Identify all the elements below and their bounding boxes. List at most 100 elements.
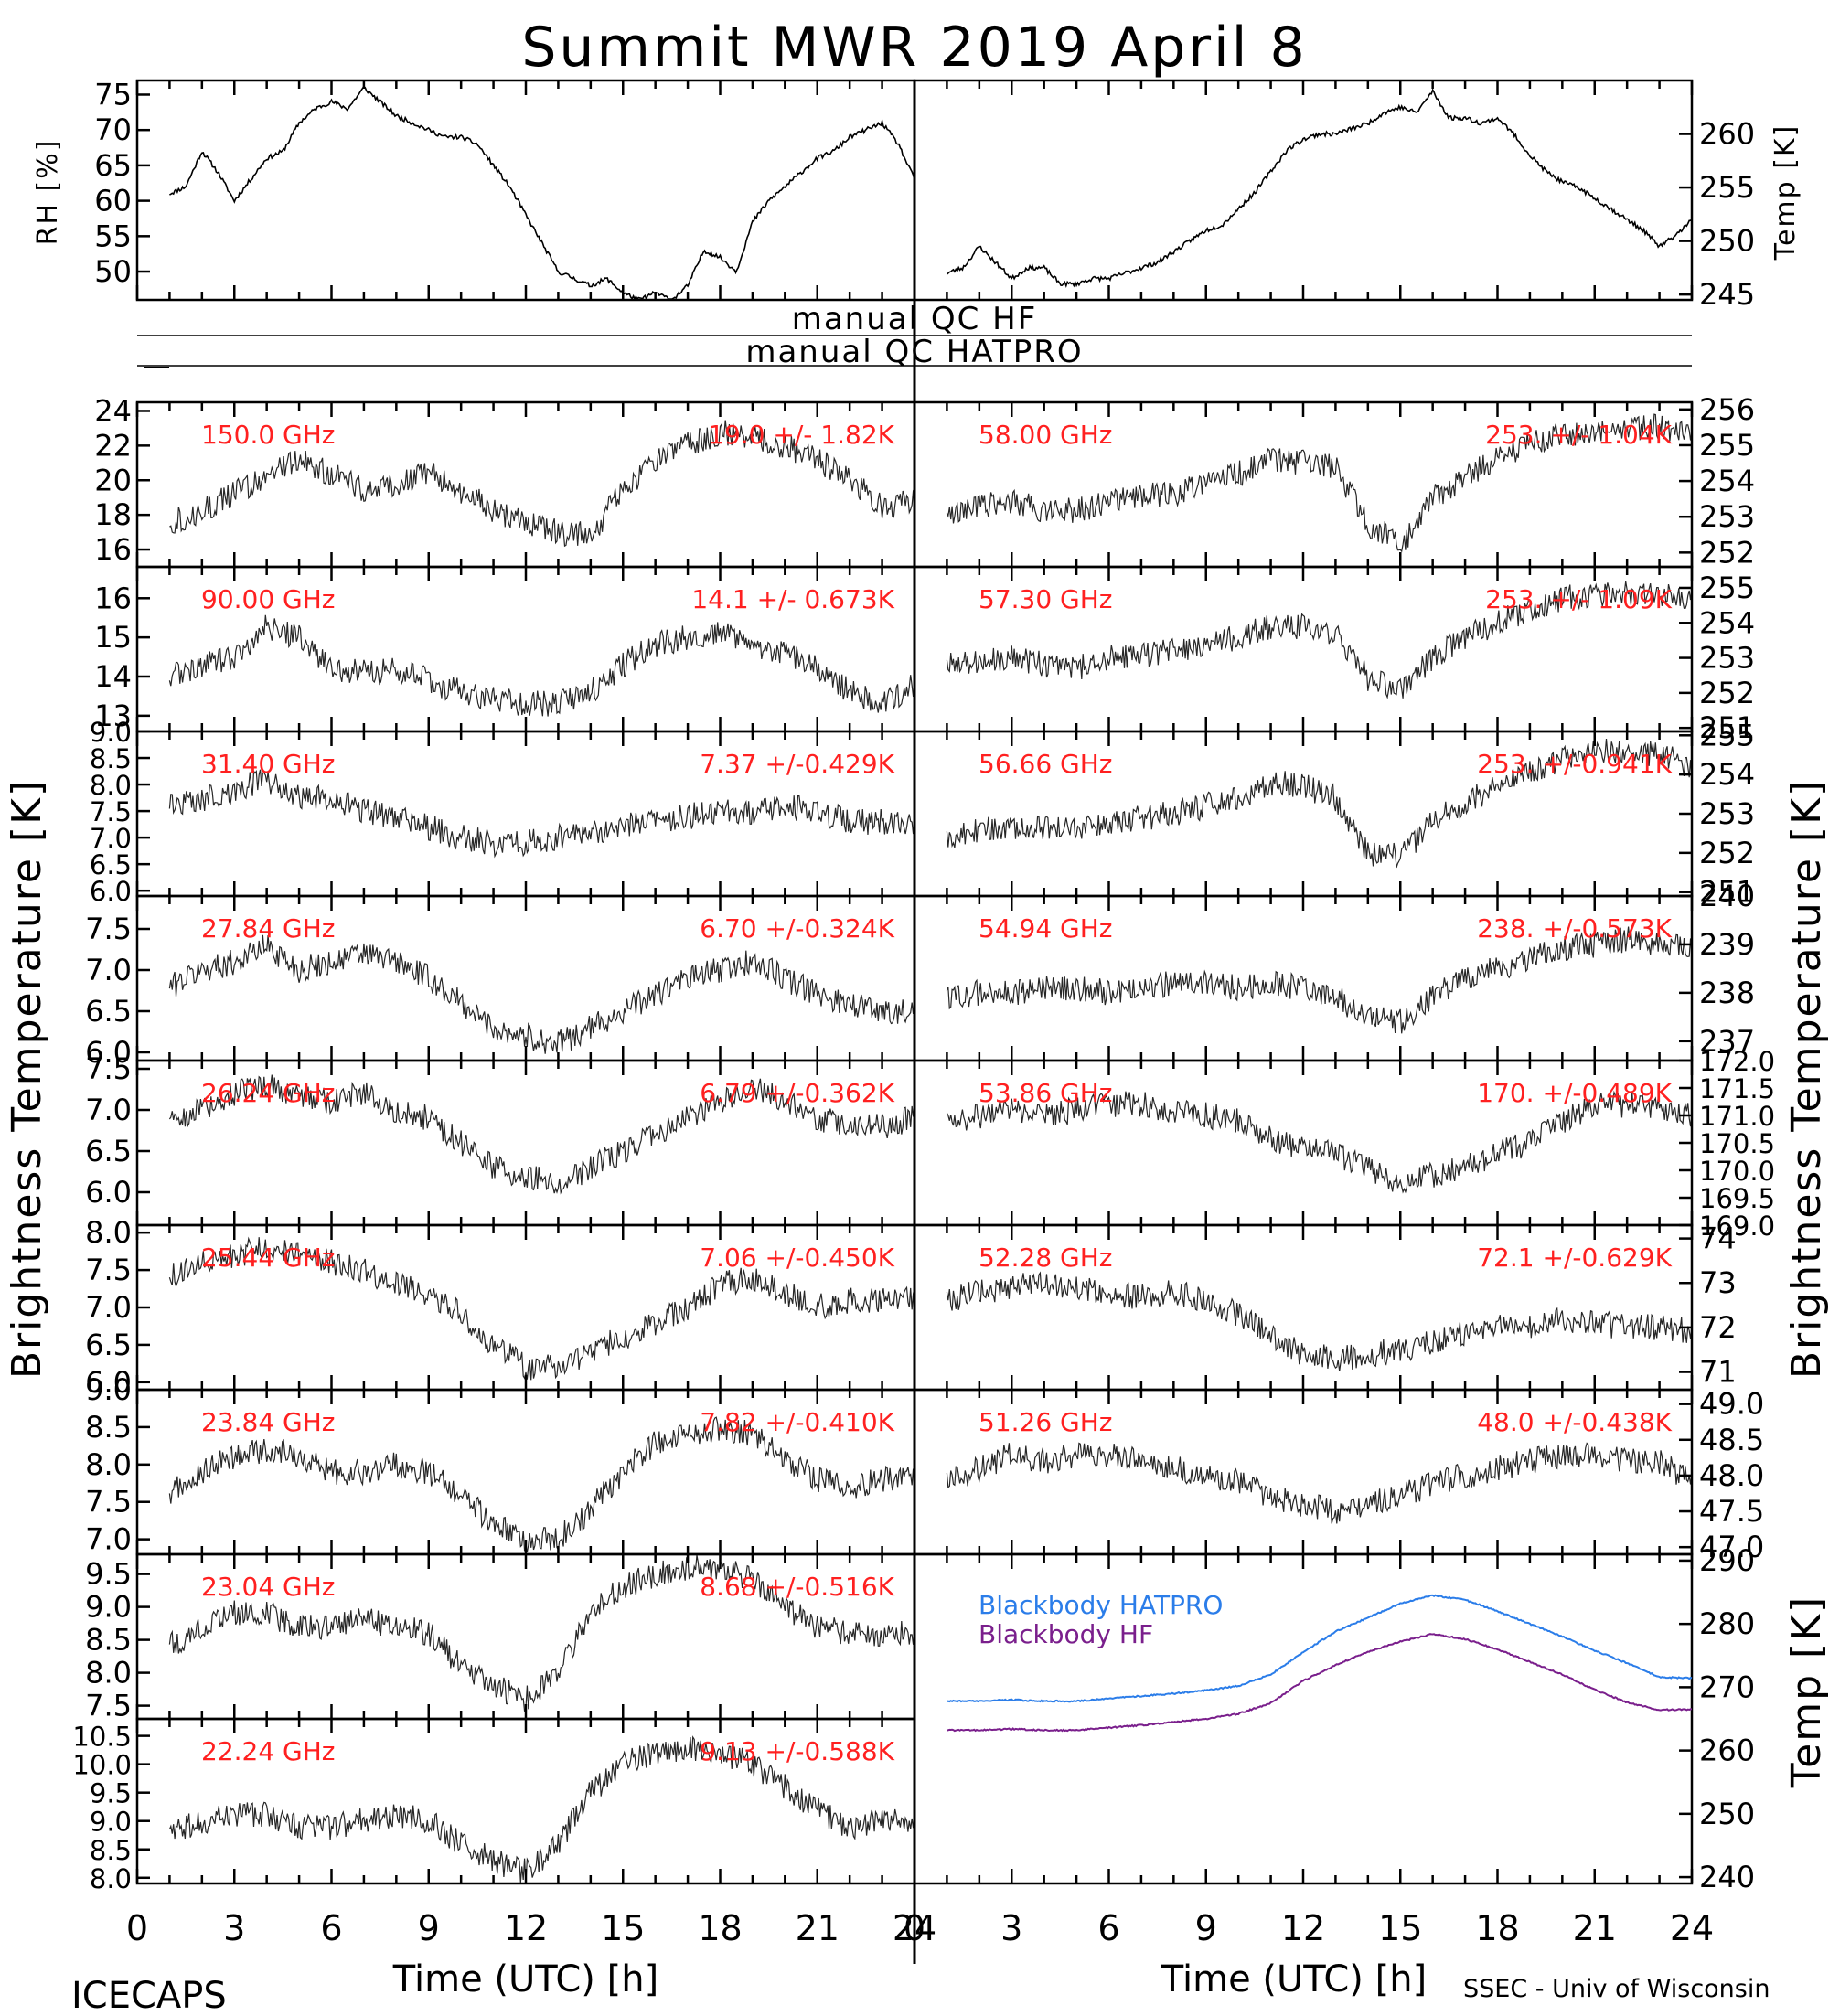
panel-ch57-series-line (946, 581, 1693, 699)
panel-ch52-series-line (946, 1271, 1693, 1371)
x-tick-label-right: 12 (1281, 1908, 1325, 1948)
rh-panel-y-tick-label: 65 (94, 148, 132, 183)
panel-ch58-series-line (946, 413, 1693, 553)
panel-ch150-frequency-label: 150.0 GHz (201, 420, 336, 450)
x-tick-label-right: 15 (1378, 1908, 1422, 1948)
panel-ch31-stats-label: 7.37 +/-0.429K (700, 749, 894, 779)
panel-ch54-y-tick-label: 238 (1699, 976, 1755, 1010)
icecaps-label: ICECAPS (71, 1975, 227, 2011)
panel-ch27-y-tick-label: 7.5 (85, 912, 132, 946)
panel-ch26-y-tick-label: 7.0 (85, 1093, 132, 1127)
panel-ch90-stats-label: 14.1 +/- 0.673K (691, 584, 894, 614)
x-tick-label-right: 24 (1670, 1908, 1714, 1948)
panel-ch57-y-tick-label: 255 (1699, 571, 1755, 605)
panel-ch23_04-y-tick-label: 8.0 (85, 1656, 132, 1691)
panel-ch23_04-y-tick-label: 8.5 (85, 1623, 132, 1658)
panel-ch31-y-tick-label: 7.5 (90, 796, 132, 827)
panel-ch54-series-line (946, 926, 1693, 1034)
panel-ch51-y-tick-label: 48.5 (1699, 1423, 1764, 1457)
panel-ch22-y-tick-label: 9.5 (90, 1778, 132, 1809)
blackbody-series-hf (947, 1633, 1693, 1733)
panel-ch25-series-line (168, 1236, 915, 1381)
x-tick-label-right: 18 (1475, 1908, 1519, 1948)
panel-ch51-stats-label: 48.0 +/-0.438K (1477, 1407, 1672, 1437)
panel-ch52-y-tick-label: 74 (1699, 1221, 1737, 1256)
blackbody-panel-y-tick-label: 290 (1699, 1543, 1755, 1578)
panel-ch54-frequency-label: 54.94 GHz (979, 913, 1113, 944)
panel-ch52-y-tick-label: 73 (1699, 1265, 1737, 1300)
panel-ch51-y-tick-label: 49.0 (1699, 1387, 1764, 1422)
panel-ch23_84-y-tick-label: 7.0 (85, 1522, 132, 1557)
panel-ch22-stats-label: 9.13 +/-0.588K (700, 1736, 894, 1766)
panel-ch58-frequency-label: 58.00 GHz (979, 420, 1113, 450)
panel-ch26-frequency-label: 26.24 GHz (201, 1078, 336, 1108)
panel-ch23_84-frequency-label: 23.84 GHz (201, 1407, 336, 1437)
figure-title: Summit MWR 2019 April 8 (521, 16, 1307, 80)
panel-ch53-y-tick-label: 170.0 (1699, 1156, 1775, 1187)
panel-ch25-y-tick-label: 7.0 (85, 1290, 132, 1325)
x-tick-label-left: 6 (320, 1908, 342, 1948)
x-tick-label-right: 0 (904, 1908, 925, 1948)
rh-panel-frame (135, 79, 916, 302)
panel-ch31-y-tick-label: 8.5 (90, 743, 132, 774)
panel-ch27-y-tick-label: 6.5 (85, 994, 132, 1029)
rh-panel-y-tick-label: 75 (94, 77, 132, 112)
panel-ch53-y-tick-label: 169.0 (1699, 1211, 1775, 1242)
panel-ch51-y-tick-label: 47.0 (1699, 1530, 1764, 1564)
panel-ch31-y-tick-label: 7.0 (90, 823, 132, 854)
panel-ch26-y-tick-label: 6.5 (85, 1134, 132, 1168)
top-panels: RH [%] Temp [K] (32, 124, 1802, 261)
panel-ch56-y-tick-label: 251 (1699, 875, 1755, 910)
panel-ch56-y-tick-label: 253 (1699, 796, 1755, 831)
rh-panel-y-tick-label: 70 (94, 112, 132, 147)
panel-ch57-y-tick-label: 253 (1699, 641, 1755, 676)
panel-ch51-y-tick-label: 47.5 (1699, 1494, 1764, 1529)
panel-ch54-y-tick-label: 240 (1699, 879, 1755, 913)
blackbody-panel-y-tick-label: 250 (1699, 1797, 1755, 1831)
panel-ch90-series-line (168, 614, 915, 717)
x-tick-label-right: 3 (1000, 1908, 1022, 1948)
panel-ch25-frequency-label: 25.44 GHz (201, 1243, 336, 1273)
panel-ch27-y-tick-label: 7.0 (85, 953, 132, 987)
panel-ch23_84-y-tick-label: 7.5 (85, 1485, 132, 1520)
panel-ch25-y-tick-label: 7.5 (85, 1253, 132, 1287)
panel-ch150-y-tick-label: 18 (94, 497, 132, 532)
panel-ch58-y-tick-label: 255 (1699, 428, 1755, 463)
x-tick-label-left: 3 (223, 1908, 245, 1948)
panel-ch26-y-tick-label: 6.0 (85, 1175, 132, 1210)
panel-ch90-y-tick-label: 14 (94, 659, 132, 694)
temp-series-line (946, 88, 1693, 289)
temp-panel-y-tick-label: 260 (1699, 117, 1755, 152)
x-axis-title-right: Time (UTC) [h] (1161, 1958, 1427, 2000)
panel-ch53-y-tick-label: 169.5 (1699, 1183, 1775, 1214)
channel-panels: 5055606570752452502552601618202224150.0 … (72, 77, 1775, 1948)
panel-ch58-stats-label: 253. +/- 1.04K (1485, 420, 1672, 450)
panel-ch58-y-tick-label: 252 (1699, 535, 1755, 570)
blackbody-panel-y-tick-label: 270 (1699, 1669, 1755, 1704)
panel-ch90-y-tick-label: 15 (94, 620, 132, 655)
panel-ch90-frequency-label: 90.00 GHz (201, 584, 336, 614)
panel-ch57-stats-label: 253. +/- 1.09K (1485, 584, 1672, 614)
panel-ch57-y-tick-label: 251 (1699, 710, 1755, 745)
panel-ch53-series-line (946, 1090, 1693, 1194)
x-axis-title-left: Time (UTC) [h] (392, 1958, 658, 2000)
panel-ch22-y-tick-label: 10.5 (72, 1722, 132, 1753)
panel-ch150-stats-label: 19.0 +/- 1.82K (708, 420, 894, 450)
panel-ch57-y-tick-label: 252 (1699, 676, 1755, 710)
x-tick-label-left: 12 (504, 1908, 548, 1948)
rh-panel-y-tick-label: 60 (94, 184, 132, 219)
x-tick-label-left: 9 (418, 1908, 440, 1948)
temp-panel-y-tick-label: 255 (1699, 170, 1755, 205)
temp-panel-y-tick-label: 245 (1699, 277, 1755, 312)
temp-axis-label: Temp [K] (1770, 124, 1802, 261)
panel-ch23_04-frequency-label: 23.04 GHz (201, 1572, 336, 1602)
rh-series-line (169, 85, 915, 301)
blackbody-panel-y-tick-label: 240 (1699, 1860, 1755, 1894)
panel-ch53-frequency-label: 53.86 GHz (979, 1078, 1113, 1108)
x-tick-label-left: 24 (893, 1908, 936, 1948)
x-tick-label-right: 9 (1195, 1908, 1217, 1948)
blackbody-legend-hf: Blackbody HF (979, 1619, 1153, 1649)
panel-ch56-y-tick-label: 254 (1699, 757, 1755, 792)
panel-ch25-y-tick-label: 6.0 (85, 1365, 132, 1400)
panel-ch31-y-tick-label: 6.5 (90, 849, 132, 880)
